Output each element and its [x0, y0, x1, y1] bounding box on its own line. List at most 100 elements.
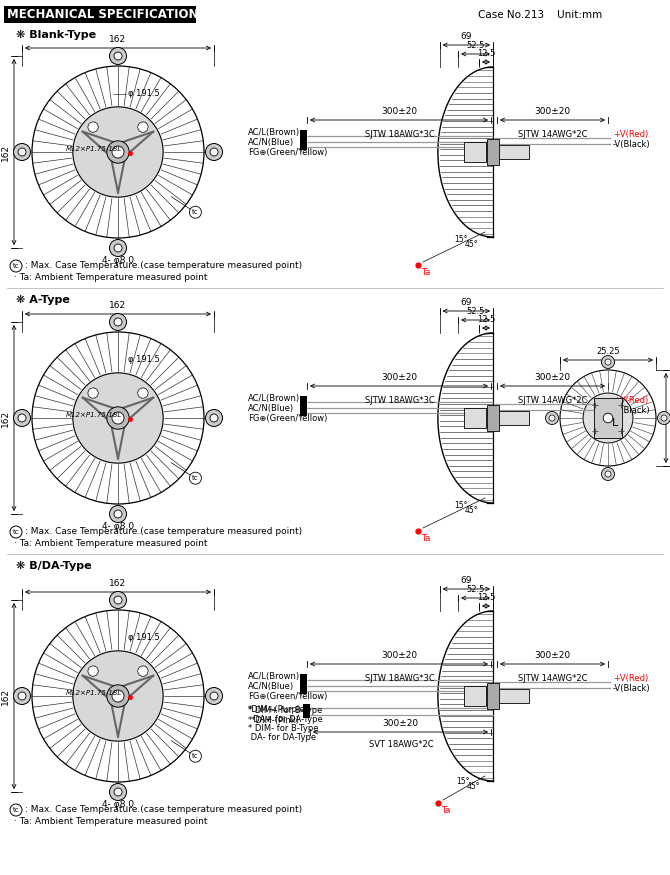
Text: MECHANICAL SPECIFICATION: MECHANICAL SPECIFICATION: [7, 9, 198, 22]
Circle shape: [109, 313, 127, 331]
Bar: [300, 396, 307, 416]
Text: tc: tc: [192, 753, 199, 760]
Text: SVT 18AWG*2C: SVT 18AWG*2C: [369, 740, 433, 749]
Text: 300±20: 300±20: [383, 719, 419, 728]
Text: 12.5: 12.5: [477, 593, 495, 602]
Circle shape: [112, 412, 124, 424]
Circle shape: [10, 804, 22, 816]
Text: 52.5: 52.5: [466, 307, 485, 316]
Text: 20: 20: [149, 682, 159, 691]
Text: : Max. Case Temperature.(case temperature measured point): : Max. Case Temperature.(case temperatur…: [25, 806, 302, 815]
Circle shape: [583, 393, 633, 443]
Circle shape: [109, 592, 127, 608]
Text: 52.5: 52.5: [466, 41, 485, 50]
Circle shape: [107, 685, 129, 707]
Bar: [493, 145, 529, 159]
Text: 30: 30: [125, 711, 135, 720]
Bar: [486, 139, 499, 164]
Text: · Ta: Ambient Temperature measured point: · Ta: Ambient Temperature measured point: [14, 274, 208, 283]
Circle shape: [114, 596, 122, 604]
Text: DA- for DA-Type: DA- for DA-Type: [248, 733, 316, 742]
Bar: [486, 683, 499, 709]
Text: 20: 20: [149, 404, 159, 413]
Text: tc: tc: [13, 529, 19, 535]
Circle shape: [88, 388, 98, 398]
Text: AC/L(Brown): AC/L(Brown): [248, 128, 300, 136]
Circle shape: [73, 107, 163, 197]
Text: **DIM-(Pink): **DIM-(Pink): [248, 716, 300, 724]
Circle shape: [114, 788, 122, 796]
Circle shape: [18, 148, 26, 156]
Text: 12.5: 12.5: [477, 315, 495, 324]
Text: 30: 30: [125, 167, 135, 177]
Circle shape: [114, 244, 122, 252]
Circle shape: [73, 373, 163, 463]
Text: 69: 69: [460, 298, 472, 307]
Circle shape: [602, 355, 614, 368]
Text: 300±20: 300±20: [381, 373, 417, 382]
Text: 300±20: 300±20: [535, 107, 571, 116]
Text: SJTW 18AWG*3C: SJTW 18AWG*3C: [365, 674, 435, 683]
Circle shape: [661, 415, 667, 421]
Text: SJTW 14AWG*2C: SJTW 14AWG*2C: [518, 674, 587, 683]
Text: AC/N(Blue): AC/N(Blue): [248, 137, 294, 146]
Circle shape: [109, 506, 127, 522]
Text: * DIM- for B-Type: * DIM- for B-Type: [248, 724, 318, 733]
Circle shape: [605, 359, 611, 365]
Circle shape: [18, 692, 26, 700]
Text: 162: 162: [1, 410, 10, 426]
Text: SJTW 14AWG*2C: SJTW 14AWG*2C: [518, 396, 587, 405]
Text: 69: 69: [460, 32, 472, 41]
Text: *DIM+(Purple): *DIM+(Purple): [248, 705, 309, 715]
Circle shape: [73, 651, 163, 741]
Text: L: L: [612, 417, 618, 428]
Text: FG⊕(Green/Yellow): FG⊕(Green/Yellow): [248, 148, 328, 157]
Text: Ta: Ta: [421, 268, 430, 277]
Text: 300±20: 300±20: [381, 107, 417, 116]
Circle shape: [10, 526, 22, 538]
Bar: [303, 704, 310, 718]
Text: M12×P1.75-18L: M12×P1.75-18L: [66, 690, 122, 696]
Text: φ 191.5: φ 191.5: [128, 633, 159, 642]
Circle shape: [605, 471, 611, 477]
Circle shape: [549, 415, 555, 421]
Text: 15°: 15°: [454, 235, 468, 244]
Text: tc: tc: [13, 807, 19, 813]
Bar: [464, 408, 486, 428]
Circle shape: [13, 144, 31, 160]
Bar: [300, 130, 307, 150]
Text: +V(Red): +V(Red): [613, 130, 649, 138]
Text: 45°: 45°: [464, 506, 478, 515]
Text: ❋ A-Type: ❋ A-Type: [16, 295, 70, 305]
Text: ❋ B/DA-Type: ❋ B/DA-Type: [16, 561, 92, 571]
Text: tc: tc: [192, 209, 199, 215]
Circle shape: [13, 410, 31, 426]
Text: FG⊕(Green/Yellow): FG⊕(Green/Yellow): [248, 414, 328, 423]
Text: 162: 162: [109, 579, 127, 588]
Circle shape: [190, 473, 202, 484]
Circle shape: [206, 144, 222, 160]
Circle shape: [138, 122, 148, 132]
Text: 12.5: 12.5: [477, 49, 495, 58]
Bar: [486, 405, 499, 430]
Text: 300±20: 300±20: [535, 651, 571, 660]
Text: φ 191.5: φ 191.5: [128, 355, 159, 364]
Circle shape: [10, 260, 22, 272]
Text: 69: 69: [460, 576, 472, 585]
Text: 4- φ8.0: 4- φ8.0: [102, 522, 134, 531]
Text: SJTW 18AWG*3C: SJTW 18AWG*3C: [365, 396, 435, 405]
Circle shape: [206, 688, 222, 704]
Circle shape: [114, 52, 122, 60]
Text: 25.25: 25.25: [596, 347, 620, 356]
Circle shape: [602, 467, 614, 480]
Text: M12×P1.75-18L: M12×P1.75-18L: [66, 145, 122, 151]
Text: 300±20: 300±20: [535, 373, 571, 382]
Text: M12×P1.75-18L: M12×P1.75-18L: [66, 411, 122, 417]
Text: 4- φ8.0: 4- φ8.0: [102, 800, 134, 809]
Bar: [464, 142, 486, 162]
Circle shape: [138, 666, 148, 676]
Text: AC/L(Brown): AC/L(Brown): [248, 394, 300, 402]
Text: +V(Red): +V(Red): [613, 674, 649, 682]
Text: SJTW 14AWG*2C: SJTW 14AWG*2C: [518, 130, 587, 139]
Circle shape: [107, 407, 129, 429]
